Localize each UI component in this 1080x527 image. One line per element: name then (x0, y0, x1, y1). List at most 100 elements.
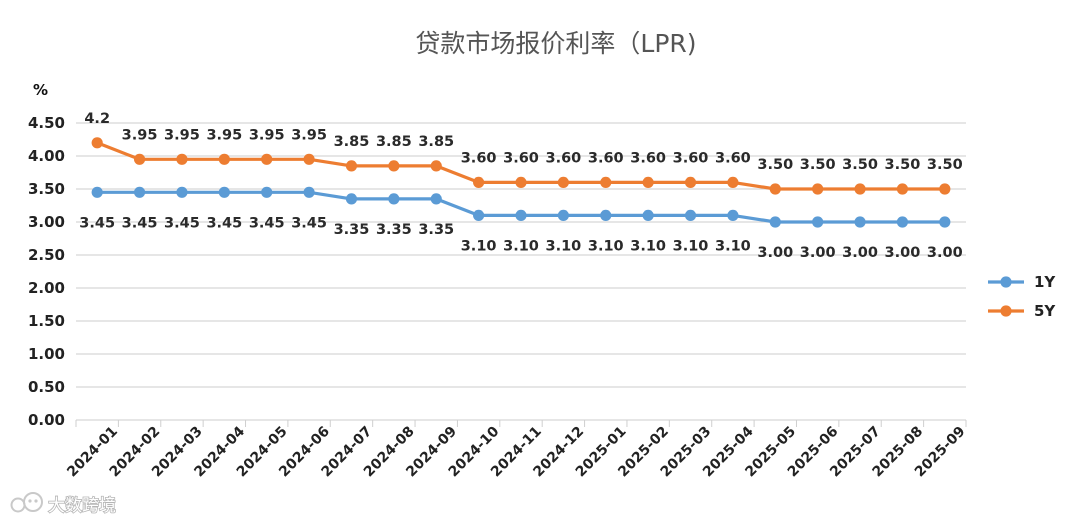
data-point-5y (939, 183, 951, 195)
data-point-5y (896, 183, 909, 195)
data-point-1y (388, 193, 400, 205)
watermark: 大数跨境 (10, 492, 117, 517)
data-point-1y (515, 209, 527, 221)
y-tick-label: 1.50 (28, 312, 65, 330)
data-label-5y: 3.60 (715, 150, 751, 166)
series-lines (91, 137, 951, 228)
data-label-1y: 3.10 (588, 238, 624, 254)
data-point-5y (769, 183, 781, 195)
data-label-5y: 3.50 (800, 157, 836, 173)
data-label-5y: 3.85 (376, 134, 412, 150)
data-label-5y: 3.50 (885, 157, 921, 173)
data-point-1y (557, 209, 569, 221)
y-tick-label: 4.50 (28, 114, 65, 132)
data-label-1y: 3.35 (376, 222, 412, 238)
y-tick-label: 0.00 (28, 411, 65, 429)
data-point-1y (261, 186, 273, 198)
data-label-1y: 3.00 (800, 245, 836, 261)
data-label-1y: 3.00 (927, 245, 963, 261)
data-point-5y (345, 160, 358, 172)
watermark-logo-icon (10, 492, 43, 513)
data-point-5y (642, 176, 654, 188)
data-label-5y: 3.95 (206, 127, 242, 143)
data-label-1y: 3.00 (757, 245, 793, 261)
data-label-5y: 3.50 (927, 157, 963, 173)
data-point-5y (176, 153, 188, 165)
y-tick-label: 2.50 (28, 246, 65, 264)
data-label-5y: 3.95 (164, 127, 200, 143)
data-point-5y (91, 137, 103, 149)
data-point-1y (430, 193, 442, 205)
data-point-5y (133, 153, 146, 165)
watermark-text: 大数跨境 (48, 496, 116, 516)
legend-item-1y: 1Y (988, 273, 1056, 291)
data-label-1y: 3.45 (79, 215, 115, 231)
data-label-1y: 3.10 (503, 238, 539, 254)
data-point-1y (727, 209, 739, 221)
data-label-5y: 3.85 (418, 134, 454, 150)
data-point-5y (303, 153, 315, 165)
data-point-1y (600, 209, 612, 221)
y-tick-label: 3.50 (28, 180, 65, 198)
y-tick-label: 2.00 (28, 279, 65, 297)
legend-label: 5Y (1034, 302, 1056, 320)
gridlines (76, 122, 966, 421)
legend-swatch-marker (1000, 305, 1012, 317)
data-label-1y: 3.10 (630, 238, 666, 254)
data-label-5y: 3.95 (291, 127, 327, 143)
data-point-5y (812, 183, 824, 195)
data-label-1y: 3.45 (164, 215, 200, 231)
data-point-1y (769, 216, 781, 228)
data-label-5y: 3.85 (334, 134, 370, 150)
data-label-1y: 3.10 (715, 238, 751, 254)
legend-swatch-marker (1000, 276, 1012, 288)
data-label-5y: 3.50 (842, 157, 878, 173)
data-label-1y: 3.45 (122, 215, 158, 231)
data-point-1y (684, 209, 697, 221)
data-label-5y: 3.95 (249, 127, 285, 143)
y-axis-unit-label: % (33, 81, 48, 99)
data-point-1y (345, 193, 358, 205)
data-point-5y (473, 176, 485, 188)
legend-label: 1Y (1034, 273, 1056, 291)
data-point-5y (684, 176, 697, 188)
data-label-5y: 3.95 (122, 127, 158, 143)
legend: 1Y 5Y (988, 273, 1056, 320)
y-axis-ticks: 0.00 0.50 1.00 1.50 2.00 2.50 3.00 3.50 4.00 4.50 (28, 114, 65, 429)
data-point-5y (854, 183, 866, 195)
data-point-1y (939, 216, 951, 228)
data-point-5y (430, 160, 442, 172)
data-point-5y (727, 176, 739, 188)
legend-item-5y: 5Y (988, 302, 1056, 320)
data-label-1y: 3.00 (842, 245, 878, 261)
y-tick-label: 1.00 (28, 345, 65, 363)
data-label-5y: 3.60 (588, 150, 624, 166)
data-label-5y: 4.2 (84, 111, 110, 127)
data-label-5y: 3.60 (461, 150, 497, 166)
data-label-1y: 3.45 (206, 215, 242, 231)
x-axis-ticks: 2024-012024-022024-032024-042024-052024-… (64, 420, 969, 480)
data-point-1y (218, 186, 230, 198)
y-tick-label: 4.00 (28, 147, 65, 165)
data-point-1y (303, 186, 315, 198)
data-label-1y: 3.45 (291, 215, 327, 231)
data-label-5y: 3.60 (673, 150, 709, 166)
y-tick-label: 0.50 (28, 378, 65, 396)
data-label-5y: 3.60 (503, 150, 539, 166)
data-label-1y: 3.10 (673, 238, 709, 254)
data-point-1y (812, 216, 824, 228)
data-point-5y (261, 153, 273, 165)
data-point-1y (133, 186, 146, 198)
data-point-5y (557, 176, 569, 188)
data-label-5y: 3.60 (630, 150, 666, 166)
data-point-1y (896, 216, 909, 228)
data-point-5y (515, 176, 527, 188)
data-point-1y (91, 186, 103, 198)
data-label-1y: 3.45 (249, 215, 285, 231)
data-point-5y (600, 176, 612, 188)
data-point-1y (642, 209, 654, 221)
data-label-1y: 3.10 (545, 238, 581, 254)
chart-title: 贷款市场报价利率（LPR) (415, 29, 696, 58)
